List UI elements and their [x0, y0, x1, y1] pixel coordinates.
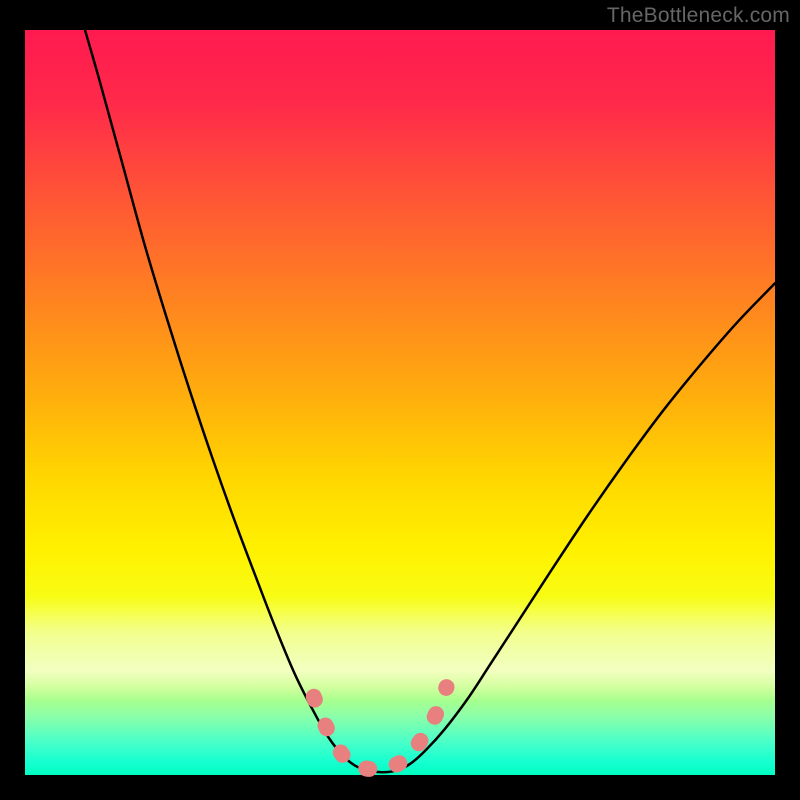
chart-stage: TheBottleneck.com: [0, 0, 800, 800]
bright-band-overlay: [25, 30, 775, 775]
watermark-text: TheBottleneck.com: [607, 4, 790, 28]
bottleneck-chart: [0, 0, 800, 800]
